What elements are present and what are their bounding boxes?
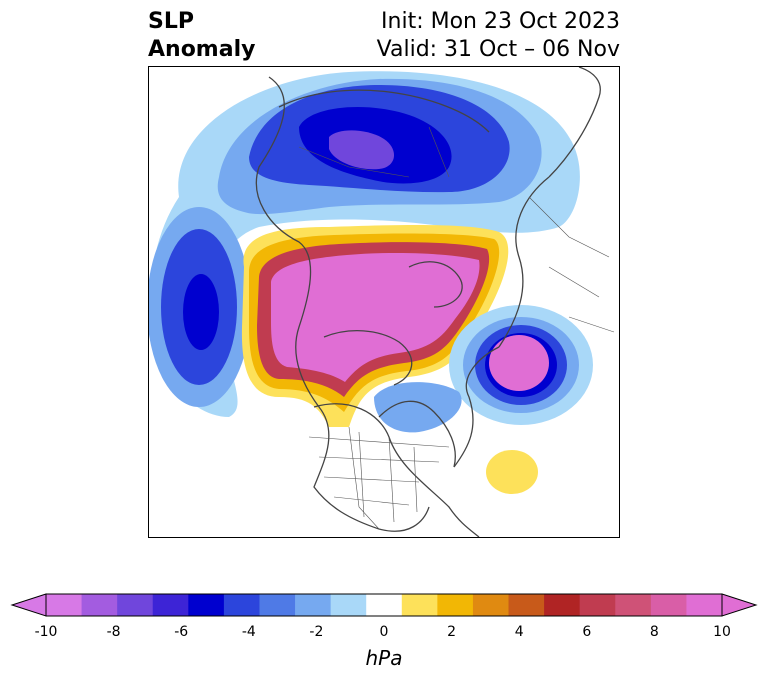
- colorbar: [10, 593, 758, 617]
- colorbar-bin: [579, 594, 616, 616]
- colorbar-bin: [81, 594, 118, 616]
- country-borders: [298, 126, 615, 530]
- colorbar-bin: [686, 594, 723, 616]
- colorbar-tick-label: -6: [174, 624, 189, 640]
- colorbar-bin: [366, 594, 403, 616]
- colorbar-tick-label: 8: [649, 624, 659, 640]
- negative-anomaly-center: [329, 130, 395, 170]
- title-line-slp: SLP: [148, 9, 194, 34]
- map-panel: [148, 66, 620, 538]
- colorbar-tick-label: 10: [713, 624, 731, 640]
- colorbar-bin: [46, 594, 83, 616]
- valid-range: Valid: 31 Oct – 06 Nov: [376, 37, 620, 62]
- colorbar-tick-label: -2: [309, 624, 324, 640]
- colorbar-bin: [223, 594, 260, 616]
- colorbar-bin: [152, 594, 189, 616]
- colorbar-tick-label: -8: [106, 624, 121, 640]
- atlantic-low-center: [489, 335, 549, 391]
- title-line-anomaly: Anomaly: [148, 37, 256, 62]
- colorbar-bin: [508, 594, 545, 616]
- colorbar-bin: [330, 594, 367, 616]
- hudson-negative-anomaly: [374, 382, 462, 433]
- colorbar-under-arrow: [10, 593, 47, 617]
- init-date: Init: Mon 23 Oct 2023: [381, 9, 620, 34]
- forecast-dates: Init: Mon 23 Oct 2023 Valid: 31 Oct – 06…: [377, 8, 620, 64]
- colorbar-tick-label: 0: [379, 624, 389, 640]
- subtropical-positive-anomaly: [486, 450, 538, 494]
- pacific-low-core: [183, 274, 219, 350]
- colorbar-unit-label: hPa: [365, 646, 403, 670]
- map-title: SLP Anomaly: [148, 8, 255, 64]
- colorbar-bin: [259, 594, 296, 616]
- coastlines: [255, 67, 601, 537]
- colorbar-tick-label: -4: [241, 624, 256, 640]
- colorbar-bin: [188, 594, 225, 616]
- positive-anomaly-core: [271, 252, 480, 382]
- colorbar-tick-label: 4: [514, 624, 524, 640]
- colorbar-bin: [401, 594, 438, 616]
- colorbar-outline: [45, 593, 723, 617]
- colorbar-bin: [117, 594, 154, 616]
- colorbar-bin: [472, 594, 510, 616]
- slp-anomaly-map: [149, 67, 615, 537]
- colorbar-bin: [437, 594, 474, 616]
- colorbar-bin: [650, 594, 687, 616]
- colorbar-bin: [615, 594, 652, 616]
- colorbar-bin: [544, 594, 581, 616]
- colorbar-tick-label: 6: [582, 624, 592, 640]
- colorbar-bin: [295, 594, 332, 616]
- colorbar-tick-label: 2: [447, 624, 457, 640]
- colorbar-tick-label: -10: [34, 624, 58, 640]
- colorbar-over-arrow: [721, 593, 758, 617]
